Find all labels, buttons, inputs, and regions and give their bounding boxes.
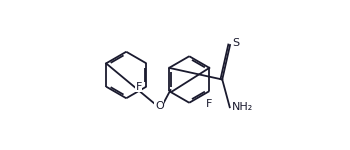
Text: NH₂: NH₂ <box>232 102 253 112</box>
Text: F: F <box>206 99 212 109</box>
Text: S: S <box>233 39 240 48</box>
Text: F: F <box>135 82 142 92</box>
Text: O: O <box>155 101 164 111</box>
